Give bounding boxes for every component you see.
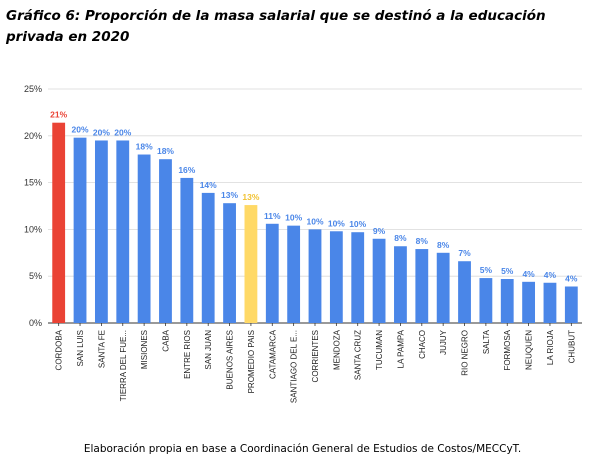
- bar: [265, 223, 279, 323]
- data-label: 8%: [394, 233, 407, 243]
- x-tick-label: RIO NEGRO: [461, 330, 470, 376]
- data-label: 8%: [437, 240, 450, 250]
- bar: [436, 252, 450, 323]
- x-tick-label: PROMEDIO PAIS: [247, 330, 256, 393]
- data-label: 8%: [416, 236, 429, 246]
- data-label: 13%: [221, 190, 238, 200]
- data-label: 7%: [458, 248, 471, 258]
- x-tick-label: FORMOSA: [503, 329, 512, 370]
- bar: [329, 231, 343, 323]
- data-label: 11%: [264, 211, 281, 221]
- chart-title: Gráfico 6: Proporción de la masa salaria…: [6, 8, 546, 45]
- bar: [94, 140, 108, 323]
- bar: [180, 177, 194, 323]
- data-label: 13%: [242, 192, 259, 202]
- bar: [137, 154, 151, 323]
- x-tick-label: ENTRE RIOS: [183, 330, 192, 379]
- x-tick-label: NEUQUEN: [525, 330, 534, 370]
- y-tick-label: 25%: [24, 84, 42, 94]
- bar: [201, 192, 215, 323]
- x-tick-label: BUENOS AIRES: [226, 330, 235, 390]
- bar: [351, 232, 365, 323]
- data-label: 9%: [373, 226, 386, 236]
- bar: [116, 140, 130, 323]
- x-tick-label: TIERRA DEL FUE...: [119, 330, 128, 401]
- data-label: 4%: [544, 270, 557, 280]
- data-label: 10%: [306, 216, 323, 226]
- y-tick-label: 10%: [24, 224, 42, 234]
- x-tick-label: TUCUMAN: [375, 330, 384, 370]
- bar: [244, 205, 258, 323]
- data-label: 10%: [349, 219, 366, 229]
- bar: [287, 225, 301, 323]
- x-tick-label: CHACO: [418, 330, 427, 359]
- bars: [52, 122, 578, 323]
- x-tick-label: MENDOZA: [332, 329, 341, 370]
- data-label: 20%: [93, 127, 110, 137]
- x-tick-label: SAN LUIS: [76, 330, 85, 366]
- x-tick-label: CHUBUT: [567, 330, 576, 363]
- data-label: 4%: [565, 273, 578, 283]
- bar: [73, 137, 87, 323]
- x-tick-label: SALTA: [482, 329, 491, 354]
- bar: [415, 249, 429, 323]
- bar: [500, 279, 514, 323]
- data-label: 20%: [114, 127, 131, 137]
- bar: [394, 246, 407, 323]
- data-label: 21%: [50, 110, 67, 120]
- x-tick-label: SANTA CRUZ: [354, 330, 363, 380]
- bar: [223, 203, 236, 323]
- bar: [308, 229, 322, 323]
- data-label: 10%: [285, 213, 302, 223]
- y-tick-label: 15%: [24, 178, 42, 188]
- source-note: Elaboración propia en base a Coordinació…: [83, 443, 522, 455]
- data-label: 16%: [178, 165, 195, 175]
- x-tick-label: LA PAMPA: [396, 329, 405, 368]
- bar: [564, 286, 578, 323]
- bar: [52, 122, 66, 323]
- bar: [522, 281, 536, 323]
- y-tick-label: 0%: [29, 318, 42, 328]
- data-labels: 21% 20% 20% 20% 18% 18% 16% 14% 13% 13% 11% 10% 10% 1…: [50, 110, 578, 284]
- bar: [372, 238, 386, 323]
- data-label: 10%: [328, 218, 345, 228]
- data-label: 4%: [522, 269, 535, 279]
- x-tick-label: JUJUY: [439, 329, 448, 355]
- data-label: 14%: [200, 180, 217, 190]
- x-tick-label: SANTA FE: [97, 330, 106, 368]
- x-tick-label: CATAMARCA: [268, 329, 277, 379]
- data-label: 18%: [157, 146, 174, 156]
- bar: [479, 278, 493, 323]
- x-tick-label: CORRIENTES: [311, 330, 320, 382]
- x-tick-label: MISIONES: [140, 330, 149, 369]
- x-tick-label: CORDOBA: [55, 329, 64, 370]
- x-tick-label: CABA: [161, 329, 170, 351]
- x-tick-label: SANTIAGO DEL E...: [290, 330, 299, 403]
- data-label: 5%: [480, 265, 493, 275]
- x-axis: CORDOBA SAN LUIS SANTA FE TIERRA DEL FUE...…: [55, 323, 576, 403]
- data-label: 20%: [72, 125, 89, 135]
- data-label: 18%: [136, 142, 153, 152]
- y-tick-label: 20%: [24, 131, 42, 141]
- y-axis: 0% 5% 10% 15% 20% 25%: [24, 84, 42, 328]
- bar-chart: 0% 5% 10% 15% 20% 25% 21% 20% 20% 20% 18% 18% 16% 14…: [24, 84, 582, 403]
- y-tick-label: 5%: [29, 271, 42, 281]
- bar: [159, 159, 172, 323]
- x-tick-label: LA RIOJA: [546, 329, 555, 365]
- x-tick-label: SAN JUAN: [204, 330, 213, 370]
- bar: [458, 261, 471, 323]
- data-label: 5%: [501, 266, 514, 276]
- bar: [543, 282, 557, 323]
